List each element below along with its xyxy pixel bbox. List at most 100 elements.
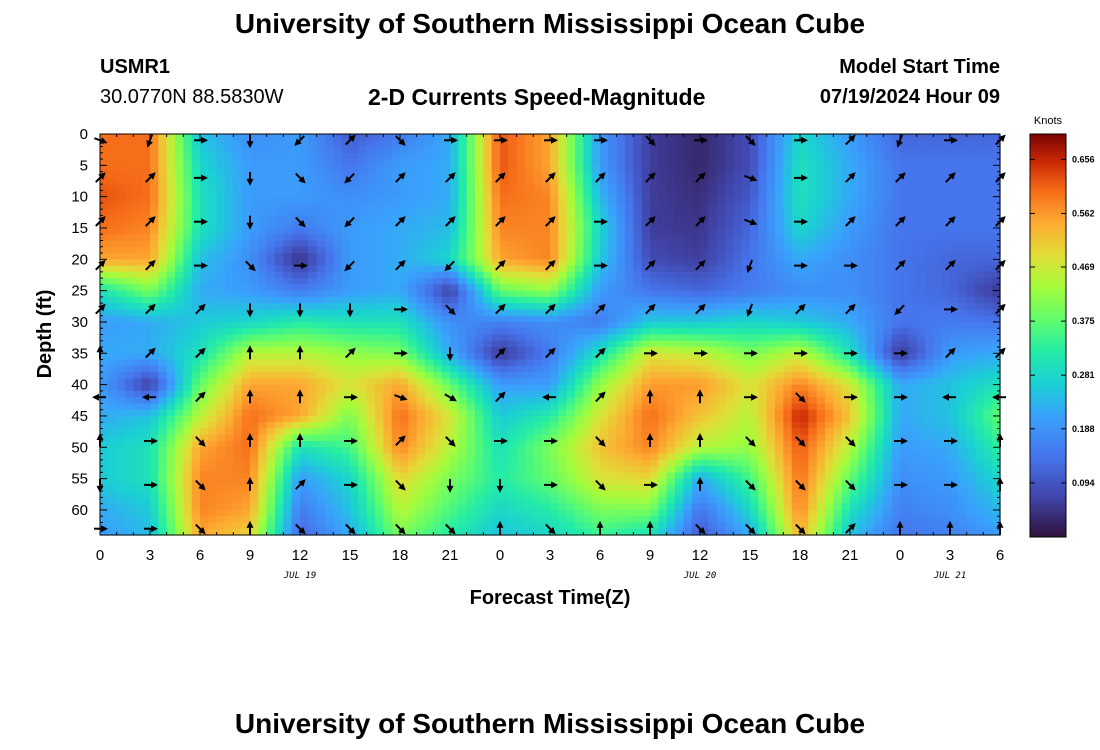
heatmap-cell [600,265,609,273]
heatmap-cell [133,403,143,411]
heatmap-cell [358,384,368,392]
heatmap-cell [408,215,418,223]
heatmap-cell [650,409,659,417]
heatmap-cell [283,190,293,198]
heatmap-cell [716,221,726,229]
heatmap-cell [641,365,651,373]
heatmap-cell [516,309,526,317]
heatmap-cell [108,278,118,285]
heatmap-cell [500,353,509,361]
heatmap-cell [125,159,134,166]
heatmap-cell [283,315,293,323]
heatmap-cell [325,353,334,361]
heatmap-cell [191,215,201,223]
heatmap-cell [541,340,551,348]
heatmap-cell [433,246,443,254]
heatmap-cell [116,409,126,417]
heatmap-cell [716,384,726,392]
heatmap-cell [616,227,626,235]
heatmap-cell [808,140,818,148]
heatmap-cell [183,296,193,304]
heatmap-cell [300,315,309,323]
heatmap-cell [266,334,276,342]
heatmap-cell [600,409,609,417]
heatmap-cell [125,384,134,392]
heatmap-cell [900,184,909,191]
heatmap-cell [500,372,509,379]
heatmap-cell [758,184,768,191]
heatmap-cell [725,365,734,373]
heatmap-cell [266,227,276,235]
heatmap-cell [316,259,326,267]
heatmap-cell [816,365,826,373]
heatmap-cell [650,365,659,373]
heatmap-cell [108,296,118,304]
heatmap-cell [458,227,468,235]
heatmap-cell [758,403,768,411]
heatmap-cell [700,409,709,417]
heatmap-cell [683,415,693,423]
heatmap-cell [341,271,351,279]
heatmap-cell [666,184,676,191]
heatmap-cell [816,359,826,367]
heatmap-cell [491,202,501,210]
heatmap-cell [750,278,759,285]
heatmap-cell [733,271,743,279]
heatmap-cell [375,415,384,423]
heatmap-cell [208,415,218,423]
heatmap-cell [816,347,826,354]
heatmap-cell [250,140,259,148]
heatmap-cell [275,177,284,185]
heatmap-cell [358,372,368,379]
heatmap-cell [233,140,243,148]
heatmap-cell [416,171,426,179]
heatmap-cell [558,159,568,166]
heatmap-cell [650,271,659,279]
heatmap-cell [800,146,809,154]
heatmap-cell [291,372,301,379]
heatmap-cell [841,340,851,348]
heatmap-cell [383,259,393,267]
heatmap-cell [391,303,401,311]
heatmap-cell [158,340,168,348]
heatmap-cell [833,159,843,166]
heatmap-cell [783,240,793,248]
heatmap-cell [366,240,376,248]
heatmap-cell [475,296,484,304]
heatmap-cell [208,234,218,242]
heatmap-cell [108,359,118,367]
heatmap-cell [716,303,726,311]
heatmap-cell [650,184,659,191]
heatmap-cell [183,284,193,292]
heatmap-cell [966,359,976,367]
heatmap-cell [833,134,843,141]
heatmap-cell [175,253,184,260]
heatmap-cell [608,184,618,191]
heatmap-cell [708,415,718,423]
heatmap-cell [616,409,626,417]
heatmap-cell [700,271,709,279]
heatmap-cell [133,415,143,423]
heatmap-cell [433,296,443,304]
heatmap-cell [358,215,368,223]
heatmap-cell [383,209,393,217]
heatmap-cell [266,165,276,173]
heatmap-cell [200,165,209,173]
heatmap-cell [408,246,418,254]
heatmap-cell [683,171,693,179]
heatmap-cell [558,177,568,185]
heatmap-cell [991,303,1001,311]
heatmap-cell [866,359,876,367]
heatmap-cell [825,321,834,329]
heatmap-cell [841,265,851,273]
heatmap-cell [525,240,534,248]
heatmap-cell [900,347,909,354]
heatmap-cell [600,415,609,423]
heatmap-cell [975,184,984,191]
heatmap-cell [191,240,201,248]
heatmap-cell [825,196,834,204]
heatmap-cell [366,271,376,279]
heatmap-cell [933,397,943,405]
heatmap-cell [883,384,893,392]
heatmap-cell [275,221,284,229]
